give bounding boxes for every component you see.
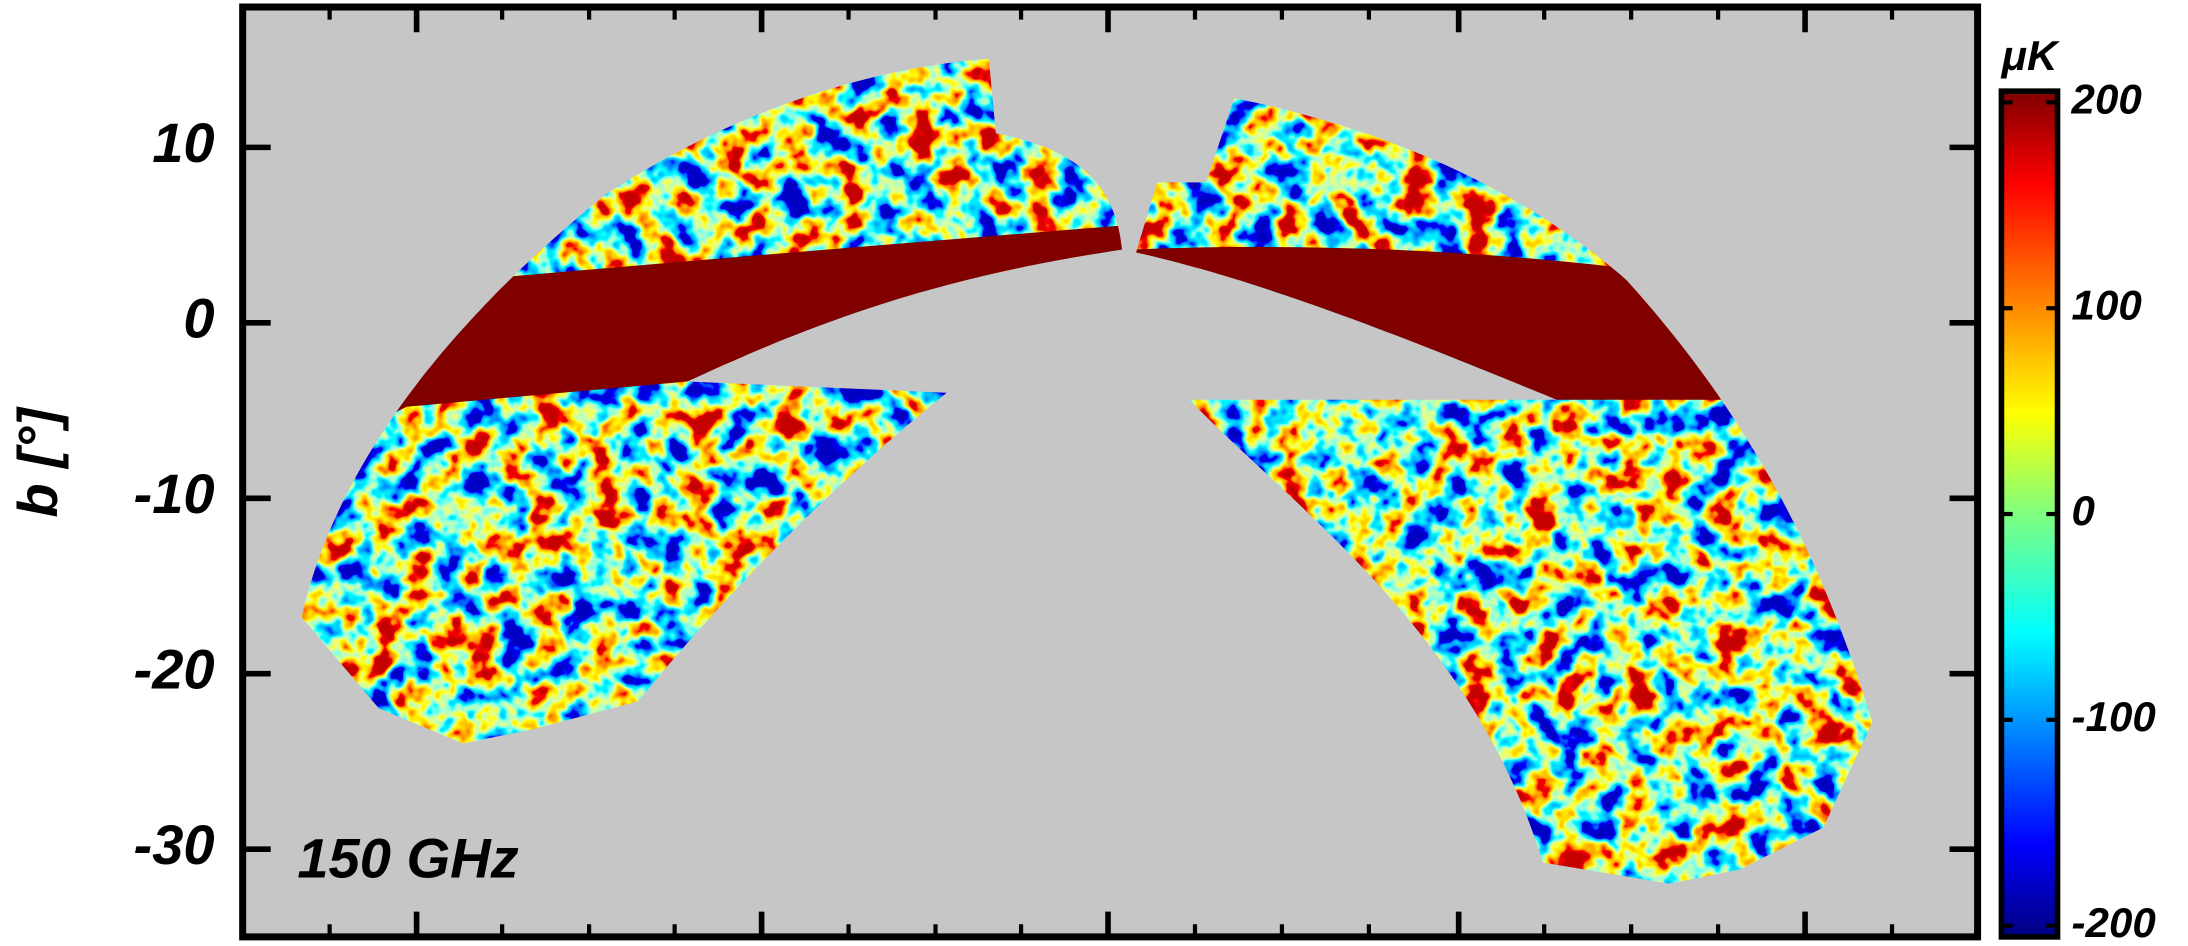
colorbar-tick-label: 0: [2072, 487, 2095, 534]
y-tick-label: -20: [134, 638, 215, 701]
y-tick-label: 10: [152, 111, 214, 174]
colorbar-tick-label: -200: [2072, 899, 2156, 946]
y-tick-label: -30: [134, 813, 215, 876]
galactic-plane: [378, 224, 1137, 421]
y-axis-label: b [°]: [6, 406, 69, 518]
galactic-plane: [1129, 246, 1726, 400]
y-tick-label: -10: [134, 462, 215, 525]
colorbar-tick-label: 200: [2071, 75, 2142, 122]
colorbar-label: μK: [2001, 32, 2060, 79]
y-tick-label: 0: [183, 287, 214, 350]
x-ticks: [327, 7, 1895, 937]
annotation: 150 GHz: [297, 826, 518, 889]
x-minor-tick-marks: [327, 7, 1895, 937]
colorbar-tick-label: -100: [2072, 693, 2156, 740]
x-tick-marks: [413, 7, 1808, 937]
colorbar-tick-label: 100: [2072, 281, 2142, 328]
